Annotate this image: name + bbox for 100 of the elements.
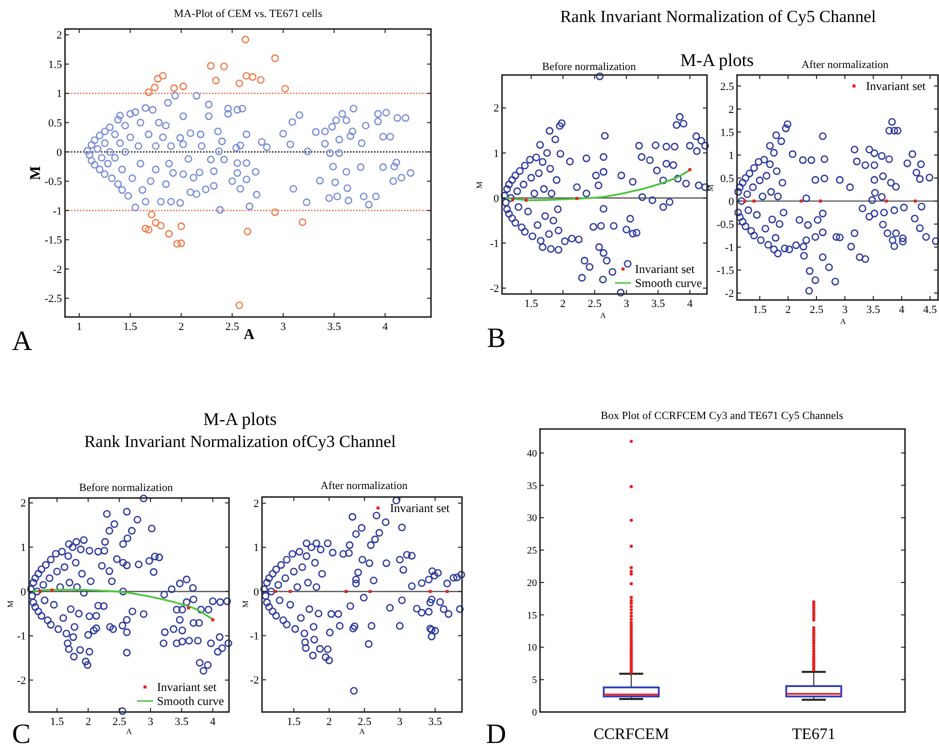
y-tick-label: 0 <box>728 196 734 208</box>
text: Rank Invariant Normalization ofCy3 Channel <box>84 432 396 451</box>
y-tick-label: -2.5 <box>44 293 62 306</box>
y-tick-label: 1 <box>254 542 259 554</box>
x-tick-label: 2 <box>560 298 566 310</box>
y-tick-label: -0.5 <box>44 176 62 188</box>
x-tick-label: 2.5 <box>358 716 372 728</box>
y-tick-label: 2 <box>494 102 499 115</box>
y-tick-label: -1 <box>16 630 26 643</box>
y-tick-label: 0.5 <box>48 118 62 130</box>
x-tick-label: 2.5 <box>112 716 127 728</box>
y-axis-title: M <box>28 166 44 180</box>
x-tick-label: 3 <box>624 298 630 310</box>
x-tick-label: 1.5 <box>752 304 768 316</box>
y-tick-label: 0 <box>56 146 62 159</box>
y-tick-label: 30 <box>527 513 537 524</box>
y-tick-label: 0 <box>494 192 500 205</box>
y-tick-label: 10 <box>527 642 537 654</box>
y-tick-label: 35 <box>527 480 537 492</box>
x-tick-label: 3 <box>397 716 404 728</box>
y-tick-label: 2 <box>728 104 734 116</box>
y-tick-label: -1 <box>250 630 259 642</box>
y-axis-title: M <box>6 600 15 608</box>
x-tick-label: 3.5 <box>651 298 666 310</box>
legend-label: Smooth curve <box>635 276 702 290</box>
x-tick-label: 3 <box>280 321 286 333</box>
y-tick-label: -2 <box>52 264 62 276</box>
x-tick-label: TE671 <box>792 726 836 743</box>
y-tick-label: 5 <box>532 675 537 686</box>
y-tick-label: 2 <box>56 30 62 42</box>
y-tick-label: 2 <box>20 498 26 510</box>
y-axis-title: M <box>241 600 250 608</box>
y-tick-label: 20 <box>527 578 537 589</box>
text: B <box>487 323 506 354</box>
y-tick-label: -2 <box>250 674 259 687</box>
y-tick-label: 2 <box>254 498 259 510</box>
legend-label: Invariant set <box>635 262 696 276</box>
chart-title: MA-Plot of CEM vs. TE671 cells <box>174 8 322 20</box>
y-tick-label: 2.5 <box>720 80 734 93</box>
chart-title: Box Plot of CCRFCEM Cy3 and TE671 Cy5 Channels <box>600 410 844 422</box>
y-tick-label: 1.5 <box>720 126 734 139</box>
x-tick-label: CCRFCEM <box>593 726 670 743</box>
x-axis-title: A <box>126 727 132 736</box>
text: Rank Invariant Normalization of Cy5 Channel <box>560 7 876 26</box>
x-tick-label: 3.5 <box>428 716 443 728</box>
x-tick-label: 3 <box>148 716 154 728</box>
x-tick-label: 3.5 <box>327 321 342 333</box>
y-tick-label: 15 <box>527 610 537 622</box>
x-tick-label: 3.5 <box>866 304 881 316</box>
x-tick-label: 3 <box>842 304 848 316</box>
x-tick-label: 2 <box>178 321 184 333</box>
chart-title: After normalization <box>801 59 890 71</box>
y-tick-label: 1 <box>20 542 26 554</box>
y-tick-label: 1 <box>56 88 62 100</box>
y-tick-label: 25 <box>527 546 537 557</box>
y-tick-label: -1 <box>724 242 734 254</box>
y-tick-label: 40 <box>527 448 537 460</box>
chart-title: After normalization <box>320 480 408 492</box>
x-tick-label: 3.5 <box>174 716 190 728</box>
chart-title: Before normalization <box>79 482 174 494</box>
legend-label: Smooth curve <box>157 694 224 708</box>
y-tick-label: -1 <box>52 205 62 218</box>
y-tick-label: -2 <box>16 674 26 687</box>
x-tick-label: 4.5 <box>923 304 938 316</box>
y-tick-label: 0.5 <box>720 172 734 185</box>
y-tick-label: 1 <box>728 150 734 162</box>
x-tick-label: 4 <box>687 298 694 310</box>
y-tick-label: -1.5 <box>716 264 734 277</box>
y-tick-label: -2 <box>724 288 734 300</box>
y-tick-label: 0 <box>254 586 260 598</box>
y-tick-label: -2 <box>490 282 499 295</box>
y-tick-label: 1 <box>494 148 499 160</box>
x-tick-label: 4 <box>382 321 388 333</box>
text: M-A plots <box>203 409 277 429</box>
y-tick-label: -1.5 <box>44 234 62 247</box>
y-tick-label: 0 <box>532 708 537 718</box>
y-tick-label: -0.5 <box>716 218 734 231</box>
x-axis-title: A <box>359 727 366 736</box>
legend-label: Invariant set <box>866 79 926 94</box>
text: A <box>12 326 33 357</box>
text: D <box>486 719 506 746</box>
x-tick-label: 4 <box>210 716 216 728</box>
x-tick-label: 1.5 <box>286 716 302 728</box>
x-tick-label: 2.5 <box>225 321 240 333</box>
x-axis-title: A <box>840 317 846 326</box>
y-tick-label: 1.5 <box>48 58 62 71</box>
x-tick-label: 2 <box>326 716 332 728</box>
x-tick-label: 2.5 <box>810 304 824 316</box>
text: C <box>12 719 31 746</box>
x-tick-label: 1.5 <box>123 321 138 333</box>
y-tick-label: -1 <box>490 238 499 250</box>
y-tick-label: 0 <box>20 586 26 598</box>
x-tick-label: 2.5 <box>588 298 602 310</box>
y-axis-title: M <box>475 181 484 189</box>
text: M-A plots <box>680 50 754 70</box>
legend-label: Invariant set <box>390 501 450 516</box>
x-axis-title: A <box>244 327 255 343</box>
x-axis-title: A <box>600 311 606 320</box>
x-tick-label: 2 <box>785 304 791 316</box>
chart-title: Before normalization <box>542 61 636 73</box>
